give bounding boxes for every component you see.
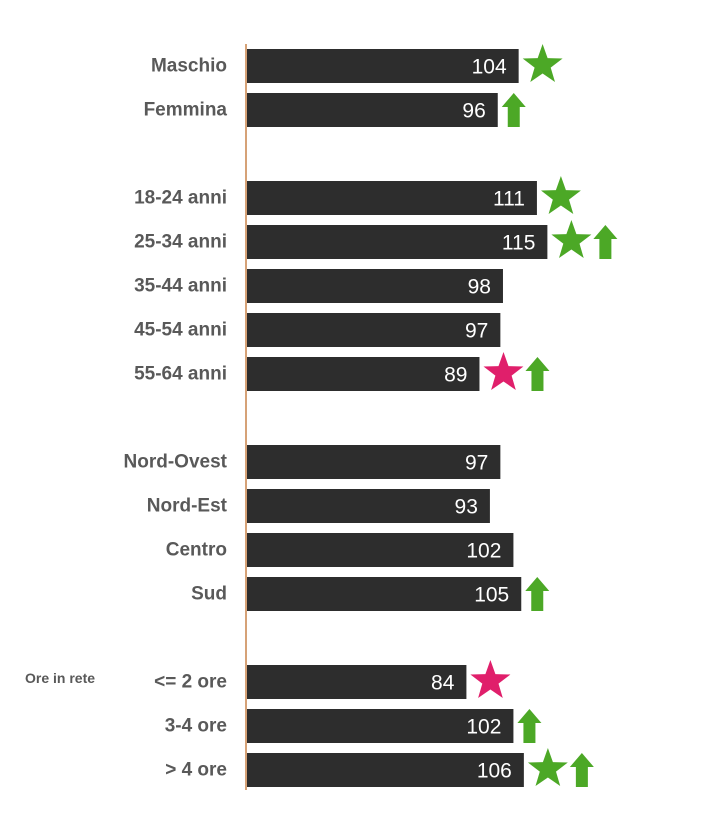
category-label-2-ore: <= 2 ore bbox=[154, 672, 227, 693]
category-label-55-64-anni: 55-64 anni bbox=[134, 364, 227, 385]
category-label-nord-ovest: Nord-Ovest bbox=[124, 452, 228, 473]
bar-centro bbox=[247, 533, 514, 567]
category-label-femmina: Femmina bbox=[144, 100, 228, 121]
value-label-35-44-anni: 98 bbox=[468, 276, 491, 299]
green-up-arrow-icon bbox=[525, 357, 550, 391]
value-label-3-4-ore: 102 bbox=[466, 716, 501, 739]
green-star-icon bbox=[541, 176, 581, 214]
green-star-icon bbox=[522, 44, 563, 82]
value-label-55-64-anni: 89 bbox=[444, 364, 467, 387]
green-star-icon bbox=[551, 220, 592, 258]
value-label-nord-ovest: 97 bbox=[465, 452, 488, 475]
value-label-4-ore: 106 bbox=[477, 760, 512, 783]
bar-3-4-ore bbox=[247, 709, 514, 743]
green-up-arrow-icon bbox=[593, 225, 618, 259]
value-label-18-24-anni: 111 bbox=[493, 188, 525, 211]
value-label-2-ore: 84 bbox=[431, 672, 455, 695]
value-label-femmina: 96 bbox=[462, 100, 485, 123]
green-up-arrow-icon bbox=[517, 709, 542, 743]
bar-femmina bbox=[247, 93, 498, 127]
green-star-icon bbox=[527, 748, 568, 786]
green-up-arrow-icon bbox=[569, 753, 594, 787]
pink-star-icon bbox=[483, 352, 524, 390]
category-label-35-44-anni: 35-44 anni bbox=[134, 276, 227, 297]
bar-4-ore bbox=[247, 753, 524, 787]
group-label: Ore in rete bbox=[25, 670, 95, 686]
category-label-nord-est: Nord-Est bbox=[147, 496, 228, 517]
value-label-centro: 102 bbox=[466, 540, 501, 563]
value-label-25-34-anni: 115 bbox=[502, 232, 535, 255]
green-up-arrow-icon bbox=[501, 93, 526, 127]
bar-nord-ovest bbox=[247, 445, 501, 479]
category-label-maschio: Maschio bbox=[151, 56, 227, 77]
value-label-nord-est: 93 bbox=[455, 496, 478, 519]
category-label-centro: Centro bbox=[166, 540, 227, 561]
category-label-18-24-anni: 18-24 anni bbox=[134, 188, 227, 209]
green-up-arrow-icon bbox=[525, 577, 550, 611]
value-label-maschio: 104 bbox=[472, 56, 507, 79]
bar-45-54-anni bbox=[247, 313, 501, 347]
bar-2-ore bbox=[247, 665, 467, 699]
bar-maschio bbox=[247, 49, 519, 83]
value-label-sud: 105 bbox=[474, 584, 509, 607]
bar-55-64-anni bbox=[247, 357, 480, 391]
value-label-45-54-anni: 97 bbox=[465, 320, 488, 343]
bar-18-24-anni bbox=[247, 181, 537, 215]
category-label-4-ore: > 4 ore bbox=[165, 760, 227, 781]
bar-sud bbox=[247, 577, 522, 611]
category-label-3-4-ore: 3-4 ore bbox=[165, 716, 227, 737]
bar-25-34-anni bbox=[247, 225, 548, 259]
pink-star-icon bbox=[470, 660, 511, 698]
category-label-sud: Sud bbox=[191, 584, 227, 605]
category-label-45-54-anni: 45-54 anni bbox=[134, 320, 227, 341]
bar-nord-est bbox=[247, 489, 490, 523]
category-label-25-34-anni: 25-34 anni bbox=[134, 232, 227, 253]
bar-35-44-anni bbox=[247, 269, 503, 303]
